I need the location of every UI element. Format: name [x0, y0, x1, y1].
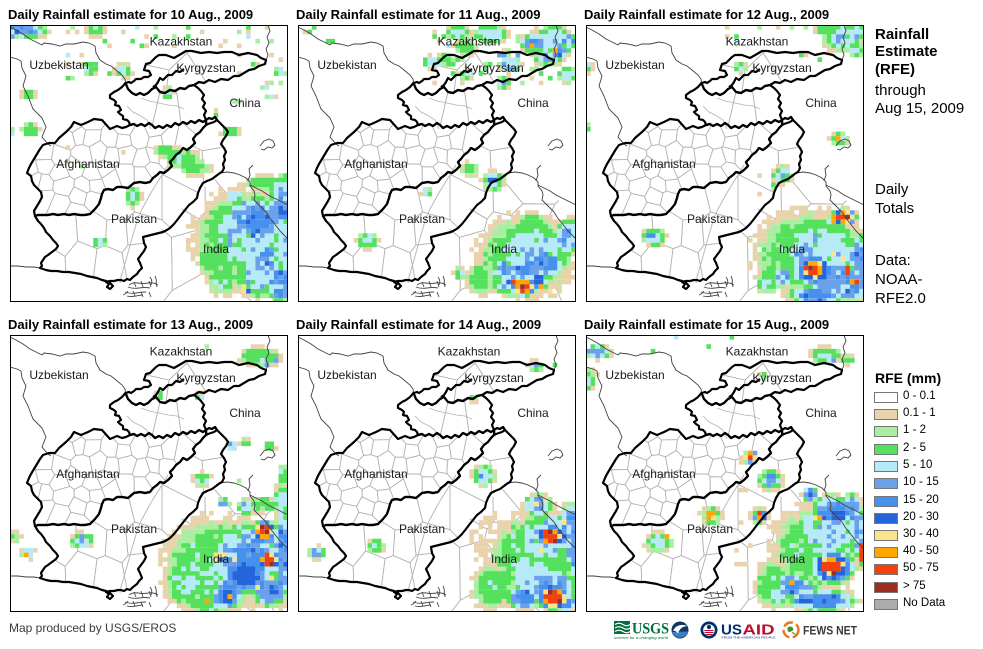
svg-text:FROM THE AMERICAN PEOPLE: FROM THE AMERICAN PEOPLE	[722, 636, 776, 640]
svg-text:AID: AID	[743, 622, 775, 639]
svg-text:science for a changing world: science for a changing world	[614, 636, 668, 640]
svg-text:USGS: USGS	[632, 621, 669, 638]
svg-text:US: US	[721, 622, 742, 639]
svg-text:FEWS NET: FEWS NET	[803, 626, 857, 638]
